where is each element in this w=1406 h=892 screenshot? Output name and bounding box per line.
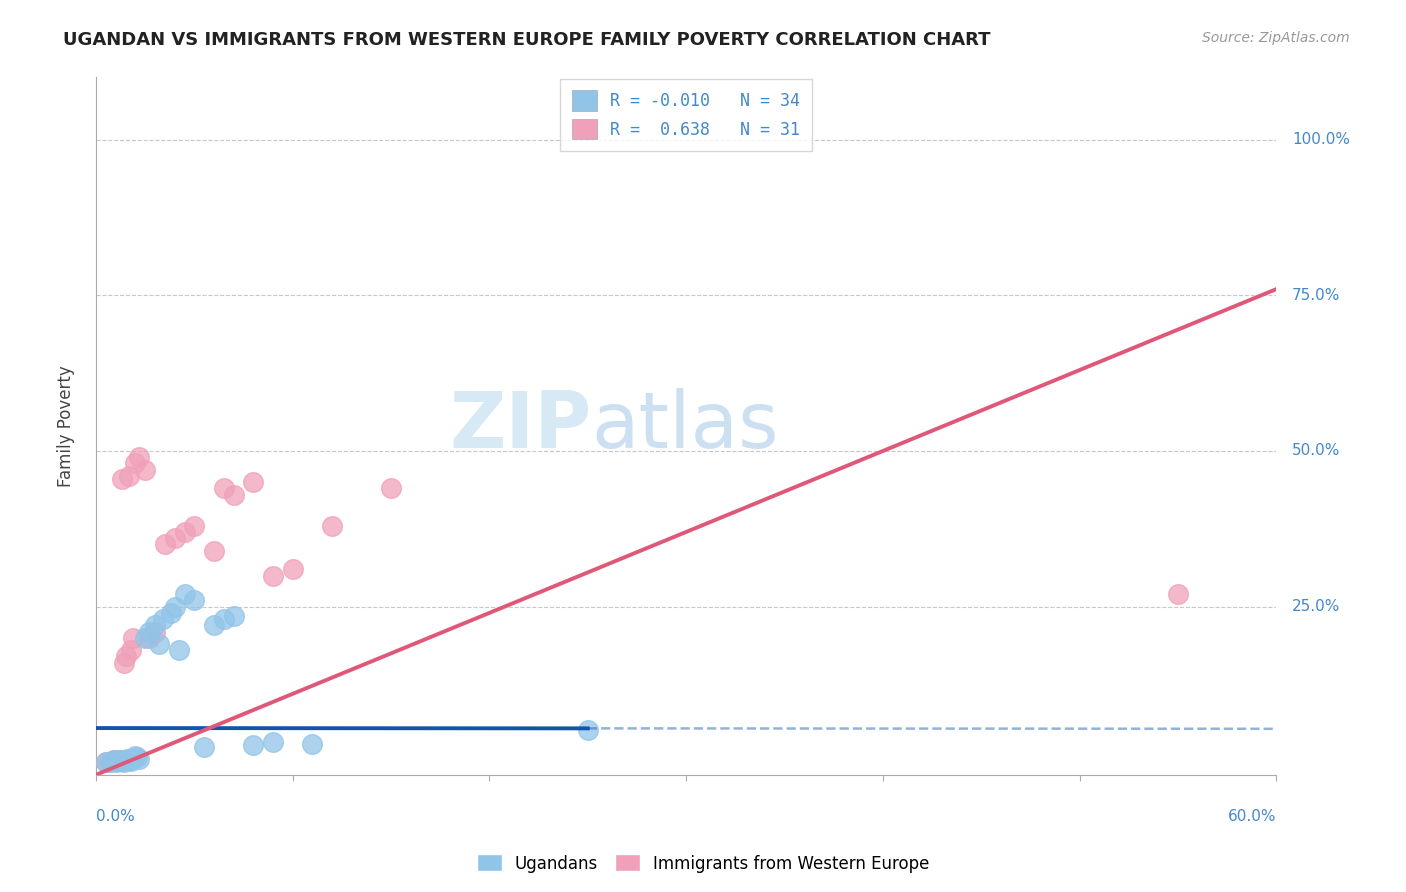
Point — [138, 631, 160, 645]
Point — [1167, 587, 1189, 601]
Point — [104, 755, 127, 769]
Point — [143, 618, 166, 632]
Text: atlas: atlas — [592, 388, 779, 464]
Point — [222, 609, 245, 624]
Point — [242, 475, 264, 490]
Point — [262, 568, 284, 582]
Point — [122, 631, 145, 645]
Text: 50.0%: 50.0% — [1292, 443, 1340, 458]
Point — [98, 755, 121, 769]
Y-axis label: Family Poverty: Family Poverty — [58, 365, 75, 487]
Point — [108, 754, 131, 768]
Point — [183, 518, 205, 533]
Point — [100, 754, 122, 768]
Legend: Ugandans, Immigrants from Western Europe: Ugandans, Immigrants from Western Europe — [470, 847, 936, 880]
Point — [212, 481, 235, 495]
Point — [576, 723, 599, 737]
Point — [118, 754, 141, 768]
Point — [127, 750, 149, 764]
Point — [281, 562, 304, 576]
Point — [120, 643, 142, 657]
Point — [110, 754, 132, 768]
Legend: R = -0.010   N = 34, R =  0.638   N = 31: R = -0.010 N = 34, R = 0.638 N = 31 — [561, 78, 813, 151]
Point — [134, 631, 156, 645]
Point — [112, 755, 135, 769]
Point — [152, 612, 174, 626]
Point — [100, 754, 122, 768]
Point — [107, 754, 129, 768]
Point — [212, 612, 235, 626]
Point — [173, 587, 195, 601]
Point — [167, 643, 190, 657]
Point — [107, 754, 129, 768]
Text: UGANDAN VS IMMIGRANTS FROM WESTERN EUROPE FAMILY POVERTY CORRELATION CHART: UGANDAN VS IMMIGRANTS FROM WESTERN EUROP… — [63, 31, 991, 49]
Point — [153, 537, 176, 551]
Point — [124, 749, 146, 764]
Point — [173, 524, 195, 539]
Point — [117, 752, 139, 766]
Point — [202, 543, 225, 558]
Text: 100.0%: 100.0% — [1292, 132, 1350, 147]
Point — [242, 738, 264, 752]
Point — [143, 624, 166, 639]
Point — [103, 754, 125, 768]
Text: 75.0%: 75.0% — [1292, 288, 1340, 303]
Text: 25.0%: 25.0% — [1292, 599, 1340, 615]
Point — [321, 518, 343, 533]
Point — [108, 754, 131, 768]
Point — [104, 753, 127, 767]
Point — [202, 618, 225, 632]
Point — [183, 593, 205, 607]
Point — [163, 599, 186, 614]
Point — [138, 624, 160, 639]
Point — [112, 656, 135, 670]
Point — [114, 753, 136, 767]
Point — [301, 737, 323, 751]
Point — [222, 487, 245, 501]
Point — [134, 463, 156, 477]
Point — [193, 739, 215, 754]
Point — [148, 637, 170, 651]
Point — [262, 735, 284, 749]
Point — [94, 756, 117, 770]
Point — [128, 752, 150, 766]
Point — [110, 472, 132, 486]
Point — [380, 481, 402, 495]
Text: 60.0%: 60.0% — [1227, 809, 1277, 824]
Text: ZIP: ZIP — [450, 388, 592, 464]
Point — [114, 649, 136, 664]
Point — [118, 469, 141, 483]
Point — [124, 457, 146, 471]
Point — [98, 755, 121, 769]
Point — [103, 754, 125, 768]
Point — [163, 531, 186, 545]
Text: 0.0%: 0.0% — [96, 809, 135, 824]
Point — [120, 754, 142, 768]
Point — [128, 450, 150, 465]
Text: Source: ZipAtlas.com: Source: ZipAtlas.com — [1202, 31, 1350, 45]
Point — [159, 606, 181, 620]
Point — [94, 756, 117, 770]
